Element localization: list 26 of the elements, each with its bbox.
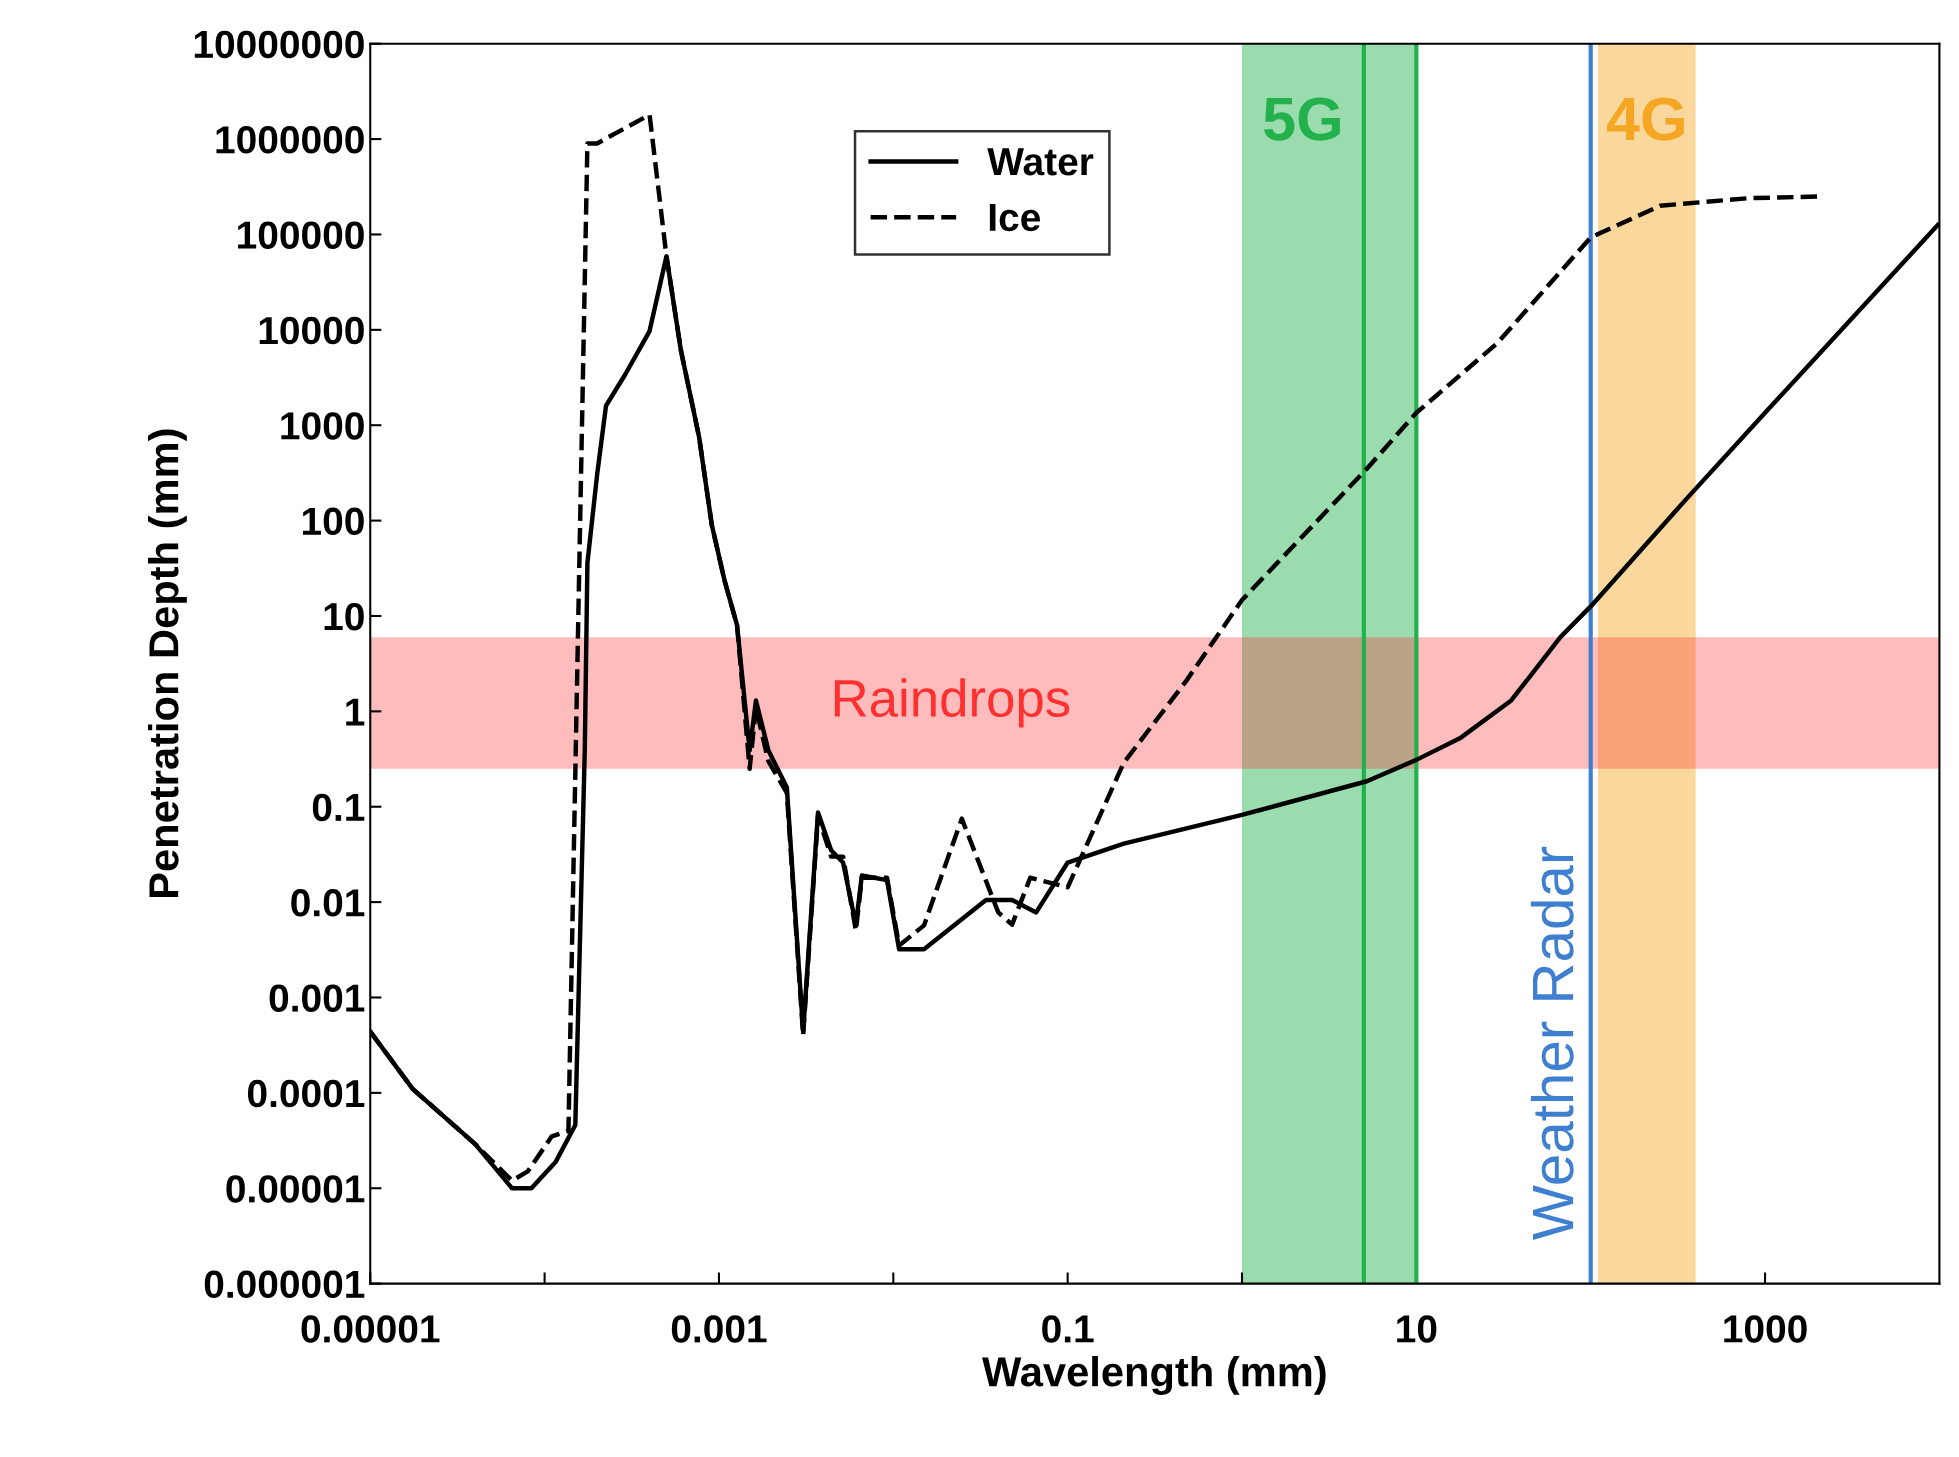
y-tick-label: 1 [346, 698, 365, 726]
x-tick-label: 1000 [1724, 1315, 1807, 1343]
y-tick-label: 0.0001 [247, 1079, 365, 1108]
y-tick-label: 10000 [259, 316, 364, 345]
legend-label: Ice [989, 204, 1040, 232]
y-tick-label: 0.00001 [226, 1175, 365, 1203]
y-tick-label: 0.000001 [204, 1270, 365, 1299]
x-tick-label: 0.001 [671, 1315, 767, 1343]
band-label: 5G [1264, 97, 1340, 141]
y-tick-label: 1000 [281, 412, 364, 440]
y-tick-label: 0.1 [312, 793, 365, 822]
y-tick-label: 100 [302, 507, 364, 536]
y-tick-label: 10000000 [194, 30, 364, 59]
ref-line-label: Weather Radar [1530, 846, 1574, 1240]
x-axis-title: Wavelength (mm) [982, 1355, 1326, 1395]
y-tick-label: 0.001 [269, 984, 365, 1012]
legend-label: Water [987, 148, 1094, 176]
y-axis-title: Penetration Depth (mm) [147, 429, 187, 897]
x-tick-label: 10 [1397, 1315, 1437, 1343]
y-tick-label: 1000000 [216, 126, 364, 154]
y-tick-label: 10 [324, 602, 364, 631]
band-label: 4G [1606, 97, 1684, 141]
x-tick-label: 0.1 [1042, 1315, 1094, 1343]
y-tick-label: 0.01 [291, 889, 365, 917]
y-tick-label: 100000 [238, 221, 364, 249]
band-label: Raindrops [834, 678, 1070, 728]
